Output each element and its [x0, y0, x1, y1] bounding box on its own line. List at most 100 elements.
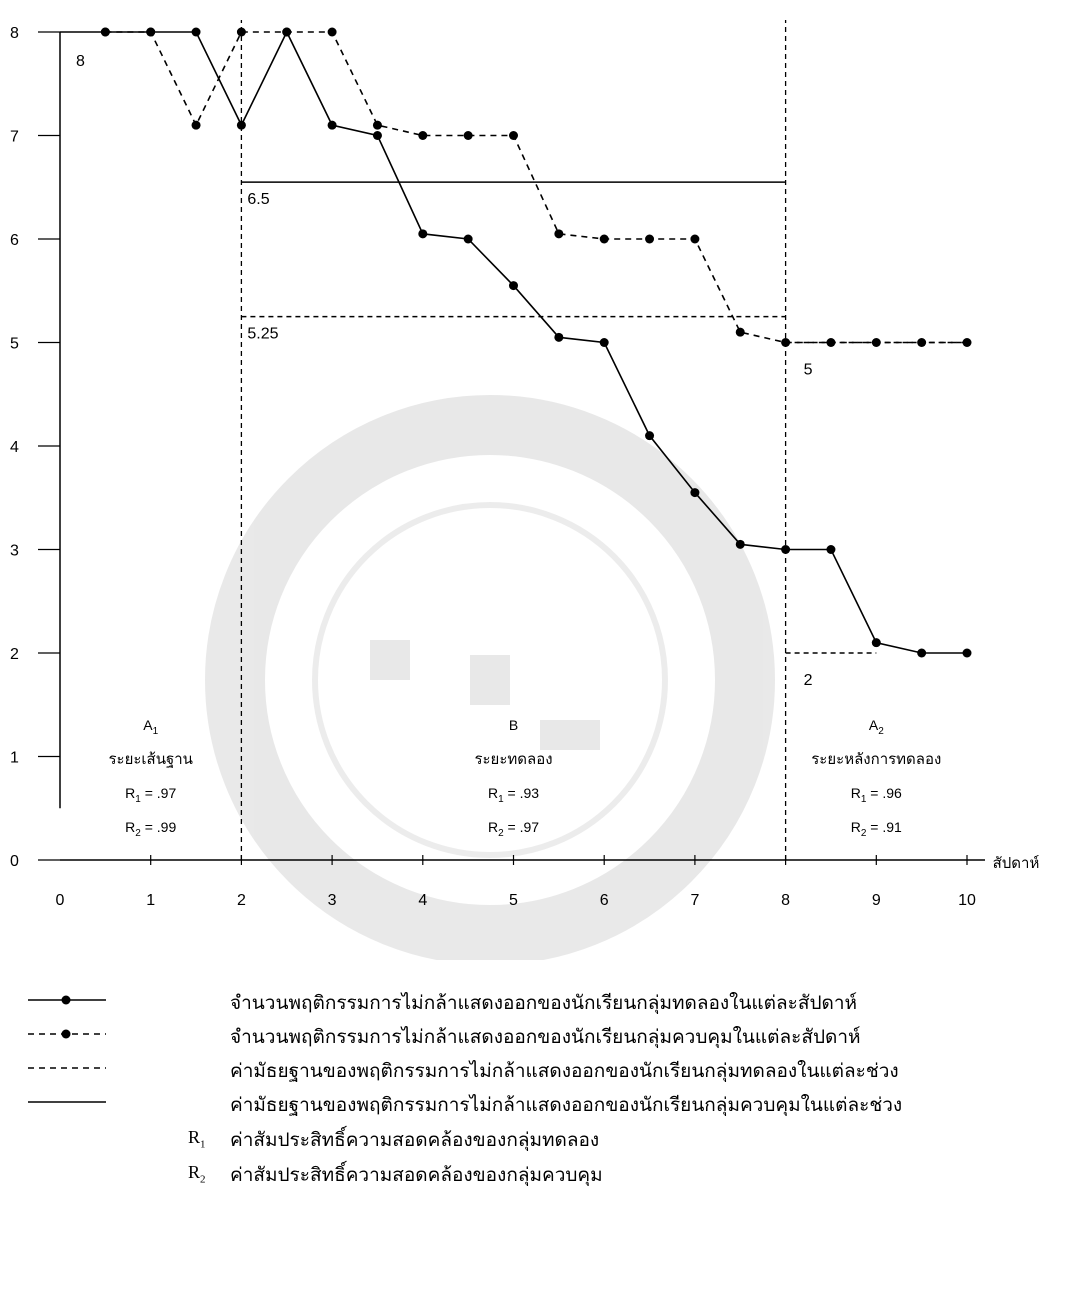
legend-symbol: [28, 1101, 106, 1103]
r1-value: = .97: [141, 785, 177, 801]
data-point-1: [781, 545, 791, 554]
legend-dot: [61, 1029, 71, 1039]
data-point-1: [463, 234, 473, 244]
median-label: 6.5: [247, 191, 269, 208]
r2-value: = .99: [141, 819, 177, 835]
r-note-symbol: R1: [188, 1127, 206, 1151]
data-point-2: [554, 229, 564, 239]
data-point-1: [962, 648, 972, 658]
phase-subscript: 1: [153, 726, 159, 737]
phase-name: A2: [869, 717, 884, 737]
y-tick-label: 8: [10, 25, 19, 42]
data-point-2: [645, 234, 655, 244]
phase-name: A1: [143, 717, 158, 737]
data-point-2: [418, 131, 428, 140]
legend-item: ค่ามัธยฐานของพฤติกรรมการไม่กล้าแสดงออกขอ…: [0, 1087, 1078, 1117]
data-point-1: [191, 27, 201, 37]
median-label: 8: [76, 53, 85, 70]
data-point-1: [690, 488, 700, 498]
x-tick-label: 9: [872, 892, 881, 909]
data-point-2: [100, 27, 110, 37]
x-tick-label: 2: [237, 892, 246, 909]
legend-text: ค่ามัธยฐานของพฤติกรรมการไม่กล้าแสดงออกขอ…: [230, 1060, 899, 1082]
legend-text: จำนวนพฤติกรรมการไม่กล้าแสดงออกของนักเรีย…: [230, 992, 858, 1014]
r-note-text: ค่าสัมประสิทธิ์ความสอดคล้องของกลุ่มควบคุ…: [230, 1164, 603, 1186]
data-point-1: [826, 545, 836, 554]
y-tick-label: 6: [10, 232, 19, 249]
data-point-2: [191, 120, 201, 130]
legend-item: ค่ามัธยฐานของพฤติกรรมการไม่กล้าแสดงออกขอ…: [0, 1053, 1078, 1083]
data-point-1: [917, 648, 927, 658]
phase-change-lines: [240, 20, 787, 860]
y-tick-label: 3: [10, 543, 19, 560]
x-tick-label: 10: [958, 892, 976, 909]
phase-labels: A1 ระยะเส้นฐาน R1 = .97 R2 = .99 B ระยะทดลอง R…: [108, 717, 941, 839]
legend-dot: [61, 995, 71, 1005]
r1-subscript: 1: [861, 794, 867, 805]
r-note: R1 ค่าสัมประสิทธิ์ความสอดคล้องของกลุ่มทดล…: [0, 1122, 1078, 1152]
data-point-1: [599, 338, 609, 347]
r2-subscript: 2: [498, 828, 504, 839]
legend-item: จำนวนพฤติกรรมการไม่กล้าแสดงออกของนักเรีย…: [0, 1019, 1078, 1049]
r1-value: = .93: [504, 785, 540, 801]
r2-subscript: 2: [135, 828, 141, 839]
data-point-1: [871, 638, 881, 648]
phase-subscript: 2: [878, 726, 884, 737]
phase-title: ระยะเส้นฐาน: [108, 750, 192, 768]
data-point-2: [690, 234, 700, 244]
x-tick-label: 7: [690, 892, 699, 909]
phase-r2: R2 = .91: [851, 819, 902, 839]
data-point-2: [463, 131, 473, 140]
phase-name: B: [509, 717, 518, 733]
data-point-2: [236, 27, 246, 37]
data-point-2: [509, 131, 518, 140]
phase-r2: R2 = .99: [125, 819, 176, 839]
data-point-1: [327, 120, 337, 130]
phase-r1: R1 = .96: [851, 785, 902, 805]
data-point-1: [645, 431, 655, 441]
phase-r1: R1 = .97: [125, 785, 176, 805]
r2-value: = .91: [866, 819, 902, 835]
y-tick-label: 5: [10, 336, 19, 353]
data-point-2: [282, 27, 292, 37]
legend-symbol: [28, 995, 106, 1005]
r1-value: = .96: [866, 785, 902, 801]
x-tick-label: 5: [509, 892, 518, 909]
median-lines: 6.5 5.25 8 5 2: [60, 31, 967, 689]
x-tick-label: 8: [781, 892, 790, 909]
x-tick-label: 3: [328, 892, 337, 909]
r1-subscript: 1: [135, 794, 141, 805]
median-label: 5: [804, 362, 813, 379]
y-tick-label: 1: [10, 750, 19, 767]
y-tick-label: 2: [10, 646, 19, 663]
data-series: [100, 27, 972, 658]
x-tick-label: 6: [600, 892, 609, 909]
data-point-1: [735, 539, 745, 549]
r-note-symbol: R2: [188, 1162, 206, 1186]
data-point-1: [372, 131, 382, 140]
r2-subscript: 2: [861, 828, 867, 839]
legend-text: ค่ามัธยฐานของพฤติกรรมการไม่กล้าแสดงออกขอ…: [230, 1094, 903, 1116]
tick-labels: 0 1 2 3 4 5 6 7 8 9 10 0 1 2 3 4 5 6 7 8 สัปดาห์: [10, 25, 1039, 909]
r2-value: = .97: [504, 819, 540, 835]
x-tick-label: 4: [418, 892, 427, 909]
data-point-1: [418, 229, 428, 239]
data-point-2: [146, 27, 156, 37]
r-note-text: ค่าสัมประสิทธิ์ความสอดคล้องของกลุ่มทดลอง: [230, 1129, 600, 1151]
data-point-2: [871, 338, 881, 347]
data-point-2: [327, 27, 337, 37]
data-point-1: [236, 120, 246, 130]
university-seal-watermark: [205, 395, 775, 960]
phase-r2: R2 = .97: [488, 819, 539, 839]
series-line-1: [105, 30, 967, 654]
data-point-2: [781, 338, 791, 347]
legend-symbol: [28, 1067, 106, 1069]
phase-r1: R1 = .93: [488, 785, 539, 805]
data-point-2: [735, 327, 745, 337]
legend-item: จำนวนพฤติกรรมการไม่กล้าแสดงออกของนักเรีย…: [0, 985, 1078, 1015]
phase-title: ระยะหลังการทดลอง: [811, 750, 941, 768]
x-axis-label: สัปดาห์: [993, 854, 1040, 872]
legend-text: จำนวนพฤติกรรมการไม่กล้าแสดงออกของนักเรีย…: [230, 1026, 861, 1048]
y-tick-label: 0: [10, 853, 19, 870]
